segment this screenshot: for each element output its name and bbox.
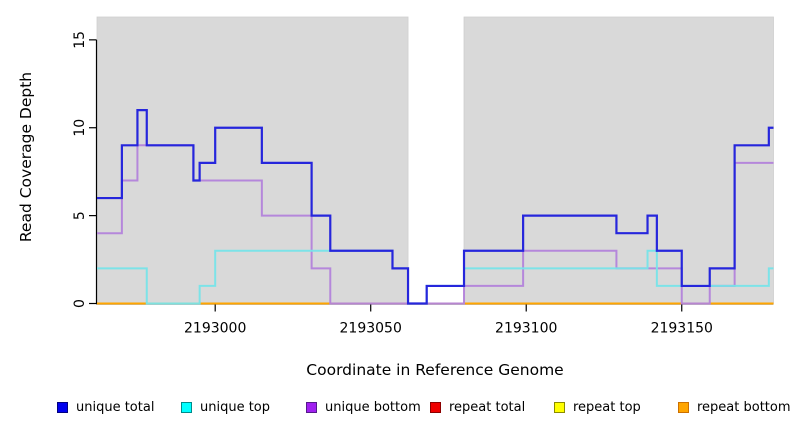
legend-label: repeat total <box>449 400 526 415</box>
y-tick-label: 15 <box>72 31 88 49</box>
legend-item-repeat-bottom: repeat bottom <box>678 400 791 415</box>
y-tick-label: 5 <box>72 211 88 220</box>
shaded-region <box>96 16 409 304</box>
unique-bottom-swatch-icon <box>306 402 317 413</box>
repeat-top-swatch-icon <box>554 402 565 413</box>
legend-item-unique-total: unique total <box>57 400 154 415</box>
repeat-bottom-swatch-icon <box>678 402 689 413</box>
x-tick-label: 2193000 <box>184 321 246 337</box>
x-tick-label: 2193050 <box>340 321 402 337</box>
y-tick-label: 0 <box>72 299 88 308</box>
x-tick-label: 2193150 <box>651 321 713 337</box>
y-axis-title: Read Coverage Depth <box>17 71 35 243</box>
unique-total-swatch-icon <box>57 402 68 413</box>
series-unique-total <box>97 109 774 305</box>
shaded-region <box>463 16 774 304</box>
legend-label: repeat bottom <box>697 400 791 415</box>
unique-top-swatch-icon <box>181 402 192 413</box>
legend-item-unique-bottom: unique bottom <box>306 400 421 415</box>
legend-label: unique top <box>200 400 271 415</box>
legend-item-repeat-top: repeat top <box>554 400 641 415</box>
legend-label: unique bottom <box>325 400 421 415</box>
legend-label: unique total <box>76 400 155 415</box>
x-axis-title: Coordinate in Reference Genome <box>306 361 564 379</box>
legend-label: repeat top <box>573 400 641 415</box>
legend-item-repeat-total: repeat total <box>430 400 525 415</box>
legend-item-unique-top: unique top <box>181 400 270 415</box>
y-tick-label: 10 <box>72 119 88 137</box>
repeat-total-swatch-icon <box>430 402 441 413</box>
x-tick-label: 2193100 <box>495 321 557 337</box>
